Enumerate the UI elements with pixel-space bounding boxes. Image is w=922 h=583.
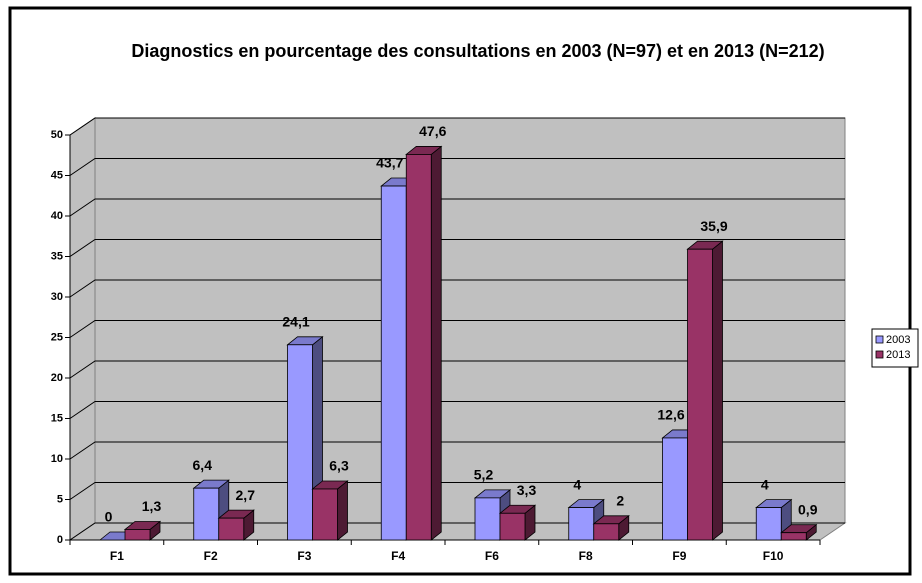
value-label: 0 [105, 509, 113, 525]
y-tick-label: 50 [51, 129, 63, 141]
bar [312, 488, 338, 541]
bar [755, 507, 782, 541]
value-label: 2 [616, 493, 624, 509]
bar [405, 154, 432, 541]
bar [568, 507, 595, 541]
value-label: 2,7 [236, 487, 256, 503]
legend-label: 2013 [886, 349, 910, 361]
value-label: 5,2 [474, 467, 494, 483]
y-tick-label: 5 [57, 493, 63, 505]
bar-side [337, 480, 348, 541]
value-label: 6,3 [329, 458, 349, 474]
grid-line [69, 401, 845, 419]
y-tick-label: 35 [51, 250, 63, 262]
legend-swatch [875, 350, 884, 359]
y-tick-label: 45 [51, 169, 63, 181]
grid-line [69, 158, 845, 176]
x-tick-label: F9 [672, 549, 686, 563]
value-label: 4 [573, 476, 581, 492]
value-label: 1,3 [142, 498, 162, 514]
y-tick-label: 0 [57, 534, 63, 546]
bar-side [712, 240, 723, 541]
y-tick-label: 20 [51, 372, 63, 384]
bar-side [430, 145, 442, 541]
bar [474, 497, 501, 541]
x-tick-label: F3 [297, 549, 311, 563]
grid-line [69, 360, 845, 379]
grid-line [69, 117, 845, 136]
bar [687, 248, 713, 541]
grid-line [69, 239, 845, 257]
bar [124, 529, 151, 541]
value-label: 3,3 [517, 482, 537, 498]
value-label: 47,6 [419, 123, 446, 139]
grid-line [69, 441, 845, 460]
x-tick-label: F1 [110, 549, 124, 563]
bar [380, 185, 407, 541]
chart-title: Diagnostics en pourcentage des consultat… [131, 41, 825, 61]
x-tick-label: F4 [391, 549, 405, 563]
legend-box [871, 328, 919, 368]
value-label: 12,6 [657, 407, 684, 423]
value-label: 43,7 [376, 155, 403, 171]
bar [780, 532, 807, 541]
grid-line [69, 279, 845, 298]
bar [593, 523, 620, 541]
y-tick-label: 40 [51, 210, 63, 222]
value-label: 0,9 [798, 501, 818, 517]
value-label: 4 [761, 476, 769, 492]
value-label: 6,4 [193, 457, 213, 473]
x-tick-label: F10 [763, 549, 784, 563]
x-tick-label: F8 [579, 549, 593, 563]
value-label: 24,1 [282, 313, 309, 329]
x-tick-label: F2 [204, 549, 218, 563]
bar [193, 487, 220, 541]
grid-line [69, 198, 845, 217]
floor [68, 522, 847, 541]
y-tick-label: 10 [51, 453, 63, 465]
bar [287, 344, 313, 541]
grid-line [69, 482, 845, 500]
y-tick-label: 25 [51, 331, 63, 343]
x-tick-label: F6 [485, 549, 499, 563]
grid-line [69, 320, 845, 338]
value-label: 35,9 [700, 218, 727, 234]
legend-swatch [875, 335, 884, 344]
y-tick-label: 30 [51, 291, 63, 303]
bar [499, 512, 526, 541]
bar [662, 437, 688, 541]
y-tick-label: 15 [51, 412, 63, 424]
legend-label: 2003 [886, 334, 910, 346]
bar [218, 517, 245, 541]
